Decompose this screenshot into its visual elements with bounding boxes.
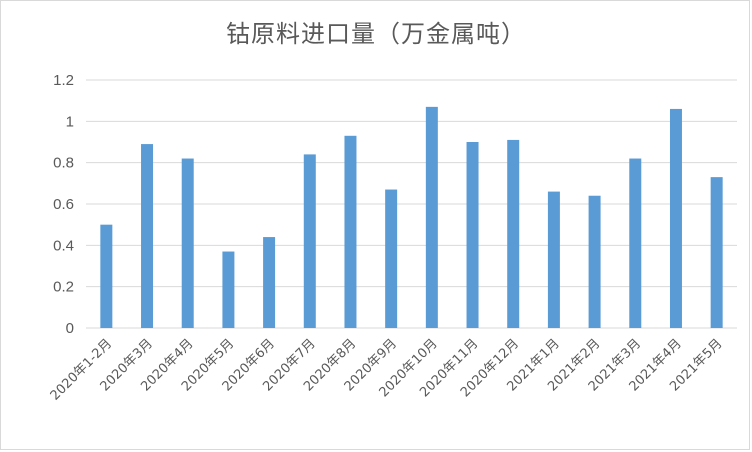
bar <box>181 158 194 328</box>
bar <box>629 158 642 328</box>
y-tick-label: 0.2 <box>53 279 74 296</box>
bar <box>303 154 316 328</box>
y-tick-label: 0.4 <box>53 237 74 254</box>
gridlines <box>86 79 737 329</box>
bar <box>710 177 723 328</box>
y-tick-label: 0.6 <box>53 196 74 213</box>
y-tick-label: 1 <box>66 113 74 130</box>
bar <box>588 195 601 328</box>
x-tick-label: 2020年1-2月 <box>48 336 115 403</box>
bars <box>100 106 723 328</box>
x-axis-labels: 2020年1-2月2020年3月2020年4月2020年5月2020年6月202… <box>48 336 726 403</box>
y-tick-label: 0.8 <box>53 155 74 172</box>
bar <box>344 135 357 328</box>
y-tick-label: 1.2 <box>53 72 74 89</box>
bar <box>263 237 276 328</box>
bar <box>425 106 438 328</box>
bar <box>547 191 560 328</box>
bar <box>466 142 479 328</box>
y-axis-ticks: 0 0.2 0.4 0.6 0.8 1 1.2 <box>53 72 74 337</box>
chart-title: 钴原料进口量（万金属吨） <box>226 20 526 48</box>
bar <box>669 108 682 328</box>
y-tick-label: 0 <box>66 320 74 337</box>
bar <box>507 139 520 328</box>
bar <box>222 251 235 328</box>
bar <box>141 144 154 328</box>
bar <box>100 224 113 328</box>
bar <box>385 189 398 328</box>
